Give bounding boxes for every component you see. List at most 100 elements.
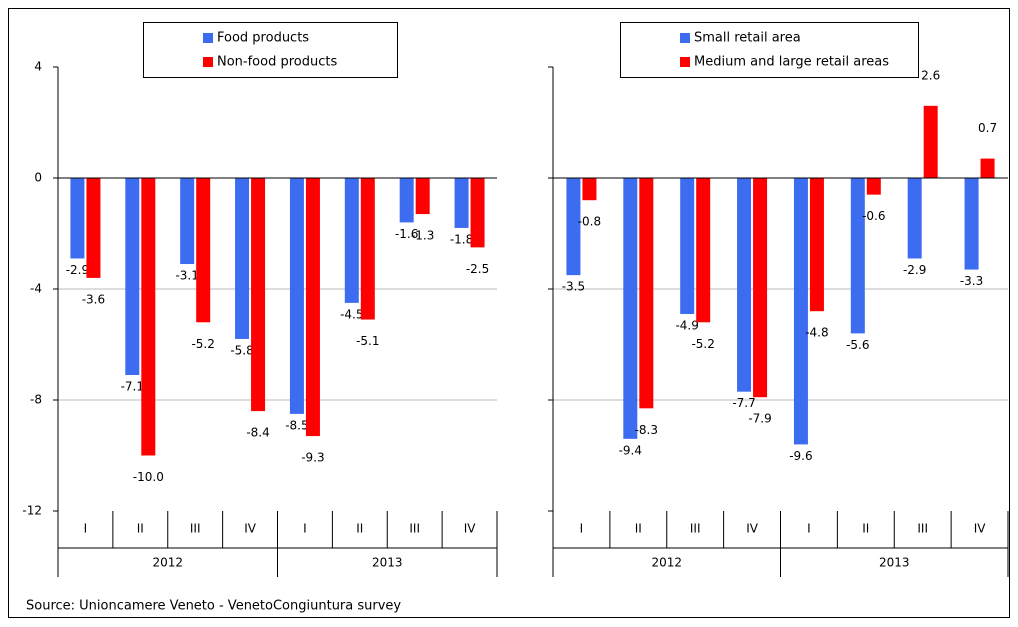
bar xyxy=(737,178,752,392)
data-label: -5.8 xyxy=(230,343,253,357)
data-label: -4.8 xyxy=(805,326,828,340)
x-tick-label: IV xyxy=(974,522,987,536)
bar xyxy=(809,178,824,312)
bar xyxy=(235,178,250,339)
data-label: -2.5 xyxy=(466,262,489,276)
x-tick-label: III xyxy=(917,522,928,536)
data-label: -3.5 xyxy=(562,280,585,294)
bar xyxy=(582,178,597,201)
data-label: -5.6 xyxy=(846,338,869,352)
frame xyxy=(8,8,1010,618)
bar xyxy=(680,178,695,314)
data-label: -4.5 xyxy=(340,307,363,321)
x-tick-label: III xyxy=(409,522,420,536)
legend-swatch xyxy=(203,33,213,43)
y-tick-label: 0 xyxy=(34,171,42,185)
data-label: -4.9 xyxy=(675,318,698,332)
bar xyxy=(399,178,414,223)
bar xyxy=(793,178,808,445)
data-label: -9.4 xyxy=(619,443,642,457)
bar xyxy=(251,178,266,412)
data-label: -0.6 xyxy=(862,209,885,223)
bar xyxy=(70,178,85,259)
data-label: -3.6 xyxy=(82,292,105,306)
bar xyxy=(566,178,581,276)
x-tick-label: I xyxy=(580,522,584,536)
group-label: 2012 xyxy=(651,556,682,570)
y-tick-label: -8 xyxy=(30,393,42,407)
y-tick-label: -12 xyxy=(22,504,42,518)
x-tick-label: II xyxy=(137,522,144,536)
legend-swatch xyxy=(203,57,213,67)
bar xyxy=(980,158,995,178)
data-label: -1.8 xyxy=(450,232,473,246)
x-tick-label: III xyxy=(690,522,701,536)
legend-box xyxy=(620,22,919,78)
bar xyxy=(344,178,359,303)
x-tick-label: II xyxy=(356,522,363,536)
bar xyxy=(639,178,654,409)
bar xyxy=(850,178,865,334)
bar xyxy=(753,178,768,398)
data-label: -3.1 xyxy=(175,269,198,283)
data-label: -2.9 xyxy=(66,263,89,277)
bar xyxy=(289,178,304,414)
data-label: -8.3 xyxy=(635,423,658,437)
x-tick-label: IV xyxy=(464,522,477,536)
data-label: -7.1 xyxy=(121,380,144,394)
data-label: -9.3 xyxy=(301,451,324,465)
bar xyxy=(623,178,638,439)
x-tick-label: IV xyxy=(244,522,257,536)
data-label: -8.5 xyxy=(285,418,308,432)
legend-label: Small retail area xyxy=(694,31,801,46)
bar xyxy=(141,178,156,456)
x-tick-label: IV xyxy=(746,522,759,536)
bar xyxy=(196,178,211,323)
y-tick-label: -4 xyxy=(30,282,42,296)
group-label: 2013 xyxy=(372,556,403,570)
bar xyxy=(360,178,375,320)
data-label: -5.2 xyxy=(691,337,714,351)
data-label: 0.7 xyxy=(978,121,997,135)
data-label: -7.9 xyxy=(748,412,771,426)
x-tick-label: I xyxy=(303,522,307,536)
legend-label: Medium and large retail areas xyxy=(694,55,889,70)
x-tick-label: I xyxy=(84,522,88,536)
data-label: -5.1 xyxy=(356,334,379,348)
source: Source: Unioncamere Veneto - VenetoCongi… xyxy=(26,599,401,614)
data-label: -1.6 xyxy=(395,227,418,241)
data-label: -2.9 xyxy=(903,263,926,277)
data-label: -0.8 xyxy=(578,215,601,229)
legend-box xyxy=(143,22,398,78)
bar xyxy=(866,178,881,195)
x-tick-label: II xyxy=(635,522,642,536)
data-label: 2.6 xyxy=(921,68,940,82)
bar xyxy=(125,178,140,376)
group-label: 2012 xyxy=(152,556,183,570)
bar xyxy=(470,178,485,248)
data-label: -5.2 xyxy=(191,337,214,351)
legend-swatch xyxy=(680,33,690,43)
data-label: -9.6 xyxy=(789,449,812,463)
bar xyxy=(964,178,979,270)
group-label: 2013 xyxy=(879,556,910,570)
legend-label: Non-food products xyxy=(217,55,337,70)
y-tick-label: 4 xyxy=(34,60,42,74)
legend-label: Food products xyxy=(217,31,309,46)
data-label: -7.7 xyxy=(732,396,755,410)
bar xyxy=(415,178,430,215)
data-label: -3.3 xyxy=(960,274,983,288)
bar xyxy=(696,178,711,323)
bar xyxy=(86,178,101,278)
data-label: -8.4 xyxy=(246,426,269,440)
legend-swatch xyxy=(680,57,690,67)
bar xyxy=(180,178,195,265)
x-tick-label: II xyxy=(862,522,869,536)
bar xyxy=(454,178,469,228)
bar xyxy=(305,178,320,437)
x-tick-label: III xyxy=(190,522,201,536)
x-tick-label: I xyxy=(807,522,811,536)
bar xyxy=(907,178,922,259)
